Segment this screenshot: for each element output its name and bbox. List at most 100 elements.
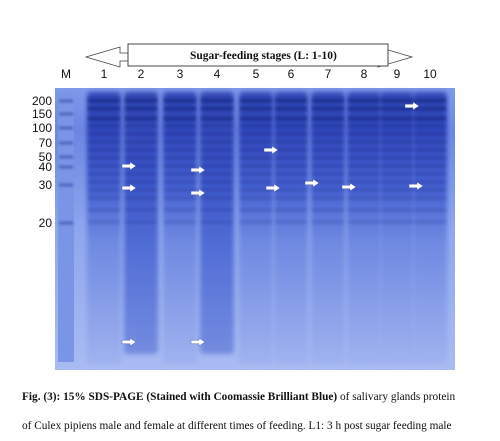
protein-band-7-8 — [312, 164, 344, 168]
protein-band-8-14 — [348, 220, 380, 224]
marker-band-3 — [59, 141, 73, 145]
band-arrow-icon — [263, 145, 279, 155]
protein-band-6-8 — [275, 164, 307, 168]
marker-band-6 — [59, 183, 73, 187]
protein-band-6-0 — [275, 98, 307, 103]
protein-band-9-7 — [381, 156, 413, 160]
protein-band-8-4 — [348, 132, 380, 136]
protein-band-8-5 — [348, 140, 380, 144]
lane-label-1: 1 — [100, 67, 108, 81]
protein-band-10-7 — [414, 156, 446, 160]
protein-band-2-1 — [125, 106, 157, 111]
protein-band-5-9 — [240, 172, 272, 176]
protein-band-5-11 — [240, 188, 272, 192]
protein-band-10-12 — [414, 196, 446, 200]
protein-band-10-14 — [414, 220, 446, 224]
protein-band-4-13 — [201, 208, 233, 212]
protein-band-2-5 — [125, 140, 157, 144]
protein-band-2-4 — [125, 132, 157, 136]
protein-band-1-9 — [88, 172, 120, 176]
protein-band-8-0 — [348, 98, 380, 103]
lane-label-8: 8 — [360, 67, 368, 81]
lane-label-m: M — [61, 67, 71, 81]
protein-band-4-3 — [201, 124, 233, 128]
protein-band-5-7 — [240, 156, 272, 160]
lane-column-1 — [87, 92, 121, 364]
band-arrow-icon — [190, 188, 206, 198]
protein-band-7-9 — [312, 172, 344, 176]
protein-band-1-5 — [88, 140, 120, 144]
protein-band-10-5 — [414, 140, 446, 144]
protein-band-7-5 — [312, 140, 344, 144]
protein-band-3-12 — [164, 196, 196, 200]
protein-band-2-0 — [125, 98, 157, 103]
protein-band-10-0 — [414, 98, 446, 103]
protein-band-4-1 — [201, 106, 233, 111]
protein-band-8-1 — [348, 106, 380, 111]
protein-band-3-14 — [164, 220, 196, 224]
protein-band-10-10 — [414, 180, 446, 184]
lane-column-8 — [347, 92, 381, 364]
band-arrow-icon — [404, 101, 420, 111]
protein-band-7-11 — [312, 188, 344, 192]
protein-band-10-3 — [414, 124, 446, 128]
protein-band-2-11 — [125, 188, 157, 192]
protein-band-3-1 — [164, 106, 196, 111]
protein-band-10-6 — [414, 148, 446, 152]
gel-bands — [59, 98, 446, 225]
protein-band-9-5 — [381, 140, 413, 144]
protein-band-5-14 — [240, 220, 272, 224]
protein-band-9-10 — [381, 180, 413, 184]
protein-band-4-4 — [201, 132, 233, 136]
protein-band-9-6 — [381, 148, 413, 152]
protein-band-1-2 — [88, 116, 120, 121]
protein-band-5-10 — [240, 180, 272, 184]
protein-band-2-9 — [125, 172, 157, 176]
protein-band-10-13 — [414, 208, 446, 212]
protein-band-5-3 — [240, 124, 272, 128]
lane-label-9: 9 — [393, 67, 401, 81]
lane-label-5: 5 — [252, 67, 260, 81]
protein-band-9-14 — [381, 220, 413, 224]
protein-band-7-0 — [312, 98, 344, 103]
mw-marker-40: 40 — [38, 160, 52, 174]
protein-band-1-4 — [88, 132, 120, 136]
protein-band-7-6 — [312, 148, 344, 152]
caption-bold: Fig. (3): 15% SDS-PAGE (Stained with Coo… — [22, 391, 338, 403]
protein-band-3-11 — [164, 188, 196, 192]
protein-band-4-5 — [201, 140, 233, 144]
protein-band-3-10 — [164, 180, 196, 184]
band-arrow-icon — [304, 178, 320, 188]
protein-band-6-10 — [275, 180, 307, 184]
protein-band-2-12 — [125, 196, 157, 200]
marker-band-2 — [59, 126, 73, 130]
protein-band-1-0 — [88, 98, 120, 103]
lane-column-6 — [274, 92, 308, 364]
marker-band-0 — [59, 99, 73, 103]
protein-band-5-0 — [240, 98, 272, 103]
marker-band-4 — [59, 155, 73, 159]
protein-band-7-1 — [312, 106, 344, 111]
lane-column-7 — [311, 92, 345, 364]
lane-column-3 — [163, 92, 197, 364]
protein-band-6-9 — [275, 172, 307, 176]
mw-marker-70: 70 — [38, 136, 52, 150]
protein-band-9-1 — [381, 106, 413, 111]
protein-band-8-7 — [348, 156, 380, 160]
protein-band-4-10 — [201, 180, 233, 184]
protein-band-5-1 — [240, 106, 272, 111]
protein-band-6-11 — [275, 188, 307, 192]
protein-band-3-7 — [164, 156, 196, 160]
figure-caption: Fig. (3): 15% SDS-PAGE (Stained with Coo… — [22, 383, 500, 441]
gel-image — [55, 43, 455, 370]
protein-band-6-7 — [275, 156, 307, 160]
protein-band-2-2 — [125, 116, 157, 121]
protein-band-10-4 — [414, 132, 446, 136]
band-arrow-icon — [121, 183, 137, 193]
protein-band-3-5 — [164, 140, 196, 144]
figure: Sugar-feeding stages (L: 1-10) M 1 2 3 4 5 6 7 8… — [22, 43, 455, 432]
protein-band-7-10 — [312, 180, 344, 184]
lane-column-10 — [413, 92, 447, 364]
protein-band-5-5 — [240, 140, 272, 144]
protein-band-8-11 — [348, 188, 380, 192]
